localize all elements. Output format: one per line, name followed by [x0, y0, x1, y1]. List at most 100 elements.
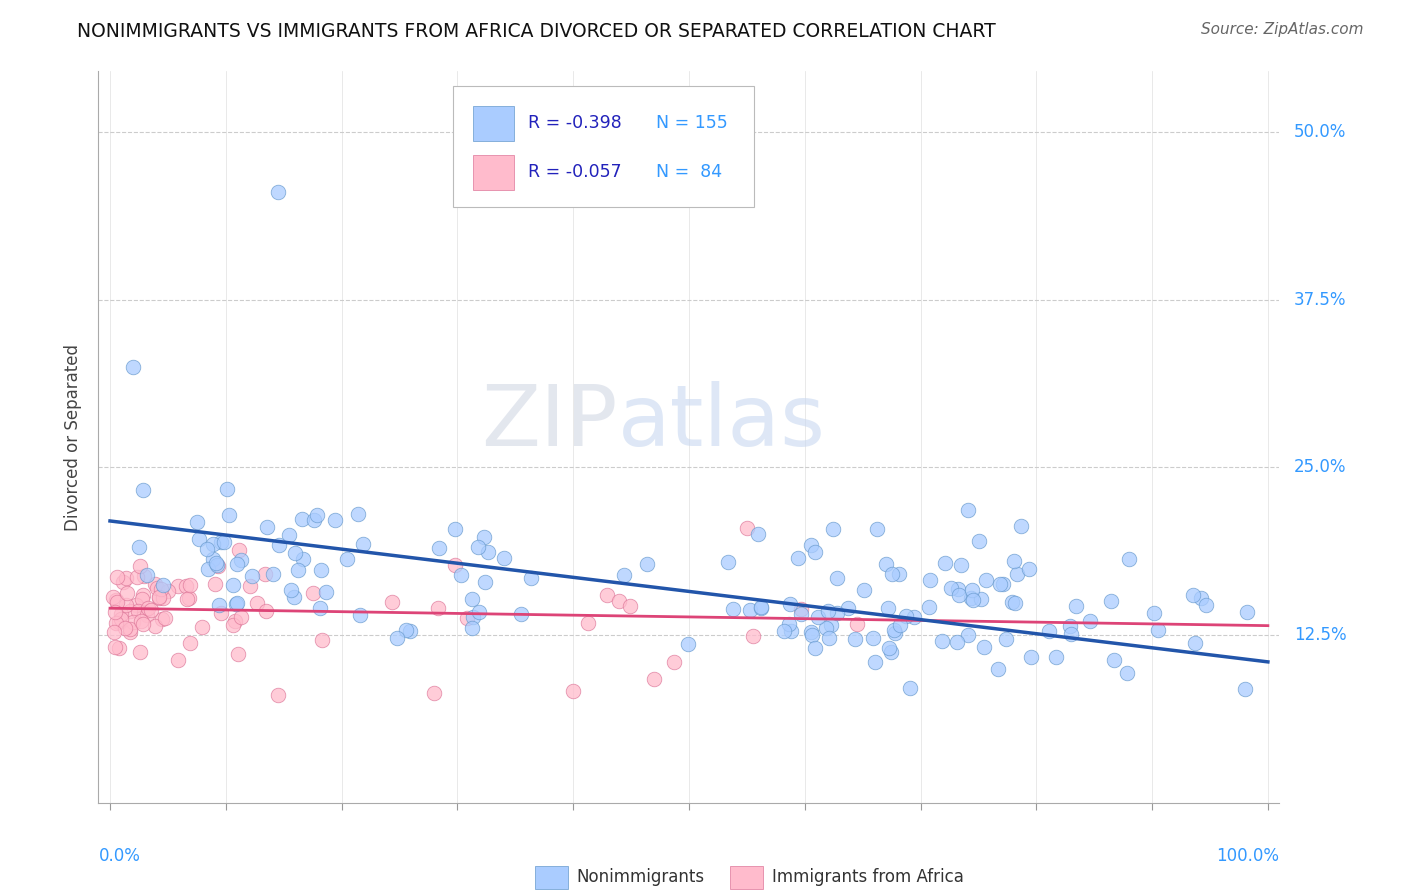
Point	[607, 594, 630, 608]
Point	[104, 616, 127, 631]
Point	[150, 582, 173, 596]
Point	[883, 623, 905, 637]
Point	[104, 640, 127, 654]
Point	[132, 483, 155, 498]
Point	[349, 608, 371, 623]
Point	[825, 571, 848, 585]
Point	[1078, 614, 1101, 628]
Point	[136, 568, 159, 582]
Point	[882, 567, 904, 582]
Point	[894, 609, 917, 624]
FancyBboxPatch shape	[472, 154, 515, 190]
Point	[973, 640, 995, 655]
Point	[287, 563, 309, 577]
Point	[187, 532, 209, 546]
Point	[747, 527, 769, 541]
Point	[132, 588, 155, 602]
Point	[468, 605, 491, 619]
Point	[846, 616, 869, 631]
Point	[613, 568, 636, 582]
Point	[201, 552, 224, 566]
Point	[970, 592, 993, 607]
Point	[740, 603, 762, 617]
Point	[991, 576, 1014, 591]
Point	[807, 609, 830, 624]
Point	[225, 557, 247, 571]
Point	[934, 556, 956, 570]
Point	[946, 582, 969, 597]
Point	[866, 522, 889, 536]
Point	[207, 559, 229, 574]
Point	[135, 607, 157, 622]
Point	[1004, 597, 1026, 611]
Point	[177, 591, 200, 605]
FancyBboxPatch shape	[536, 866, 568, 889]
Point	[884, 625, 907, 640]
Point	[1236, 606, 1258, 620]
Point	[148, 591, 170, 606]
Text: 50.0%: 50.0%	[1294, 123, 1346, 141]
Point	[148, 590, 170, 604]
Point	[152, 591, 174, 606]
Text: atlas: atlas	[619, 381, 827, 464]
Point	[280, 582, 302, 597]
Point	[889, 618, 911, 632]
Point	[1099, 594, 1122, 608]
Point	[246, 596, 269, 610]
Point	[381, 595, 404, 609]
Point	[876, 600, 898, 615]
Point	[1038, 624, 1060, 638]
Point	[225, 598, 247, 612]
Point	[191, 620, 214, 634]
Point	[1064, 599, 1087, 613]
Point	[229, 553, 252, 567]
Point	[988, 577, 1011, 591]
Point	[820, 618, 842, 632]
Point	[309, 563, 332, 577]
Point	[950, 558, 973, 572]
Text: 0.0%: 0.0%	[98, 847, 141, 864]
Point	[837, 601, 859, 615]
Point	[291, 512, 314, 526]
Point	[112, 575, 135, 590]
Point	[269, 538, 291, 552]
Point	[105, 570, 128, 584]
Point	[150, 612, 173, 626]
Point	[176, 592, 198, 607]
Point	[308, 601, 330, 615]
Point	[291, 552, 314, 566]
Point	[1143, 606, 1166, 620]
Point	[786, 551, 808, 566]
Point	[204, 577, 226, 591]
Point	[862, 631, 884, 645]
Point	[825, 606, 848, 620]
Point	[228, 542, 250, 557]
Point	[1045, 650, 1067, 665]
Point	[125, 570, 148, 584]
Point	[844, 632, 866, 646]
Point	[186, 515, 208, 529]
Point	[174, 579, 197, 593]
Point	[800, 628, 823, 642]
Point	[751, 601, 773, 615]
Text: 100.0%: 100.0%	[1216, 847, 1279, 864]
Point	[576, 615, 599, 630]
Point	[960, 591, 983, 605]
Point	[562, 684, 585, 698]
Point	[283, 590, 305, 604]
Point	[427, 541, 450, 555]
Point	[735, 521, 758, 535]
Point	[1233, 681, 1256, 696]
Point	[778, 616, 800, 631]
Point	[1001, 595, 1024, 609]
Point	[132, 605, 155, 619]
Point	[218, 508, 240, 522]
Point	[1182, 588, 1205, 602]
Point	[450, 567, 472, 582]
Point	[779, 597, 801, 611]
Point	[863, 655, 886, 669]
Point	[127, 604, 149, 618]
Point	[105, 595, 128, 609]
FancyBboxPatch shape	[472, 106, 515, 141]
Point	[596, 588, 619, 602]
